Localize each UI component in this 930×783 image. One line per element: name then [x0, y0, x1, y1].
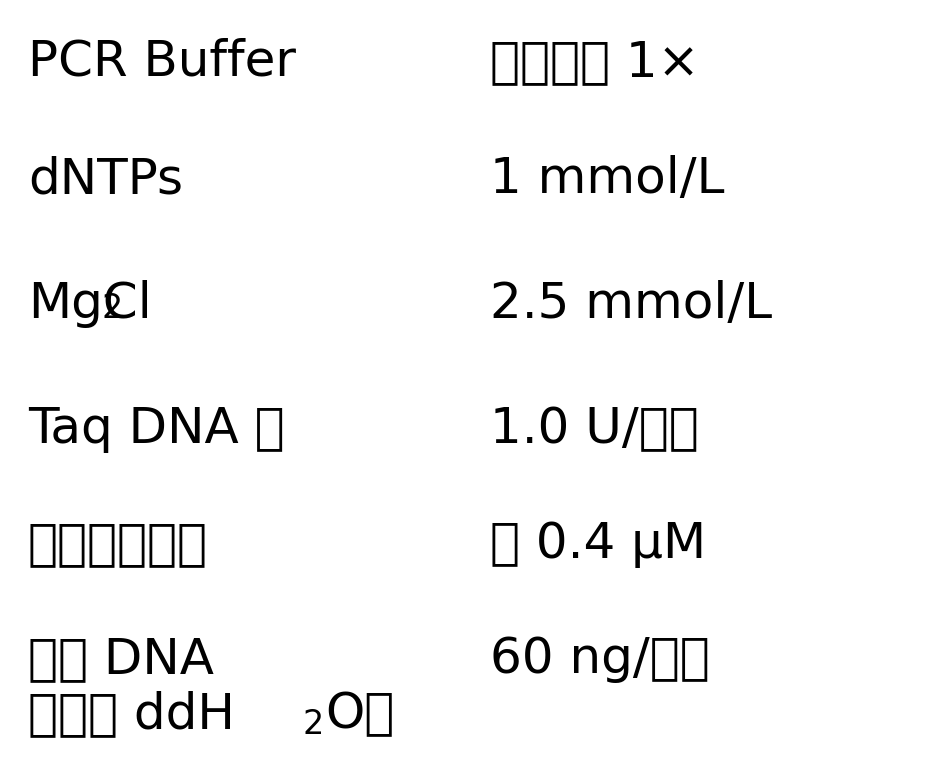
Text: O。: O。	[325, 690, 394, 738]
Text: dNTPs: dNTPs	[28, 155, 183, 203]
Text: 2: 2	[303, 708, 325, 741]
Text: 各 0.4 μM: 各 0.4 μM	[490, 520, 706, 568]
Text: 终浓度为 1×: 终浓度为 1×	[490, 38, 699, 86]
Text: 1 mmol/L: 1 mmol/L	[490, 155, 724, 203]
Text: 模板 DNA: 模板 DNA	[28, 635, 214, 683]
Text: 1.0 U/反应: 1.0 U/反应	[490, 405, 698, 453]
Text: 2.5 mmol/L: 2.5 mmol/L	[490, 280, 772, 328]
Text: 2: 2	[102, 292, 124, 325]
Text: 上、下游引物: 上、下游引物	[28, 520, 208, 568]
Text: 60 ng/反应: 60 ng/反应	[490, 635, 710, 683]
Text: MgCl: MgCl	[28, 280, 152, 328]
Text: Taq DNA 酶: Taq DNA 酶	[28, 405, 285, 453]
Text: PCR Buffer: PCR Buffer	[28, 38, 296, 86]
Text: 余量为 ddH: 余量为 ddH	[28, 690, 235, 738]
